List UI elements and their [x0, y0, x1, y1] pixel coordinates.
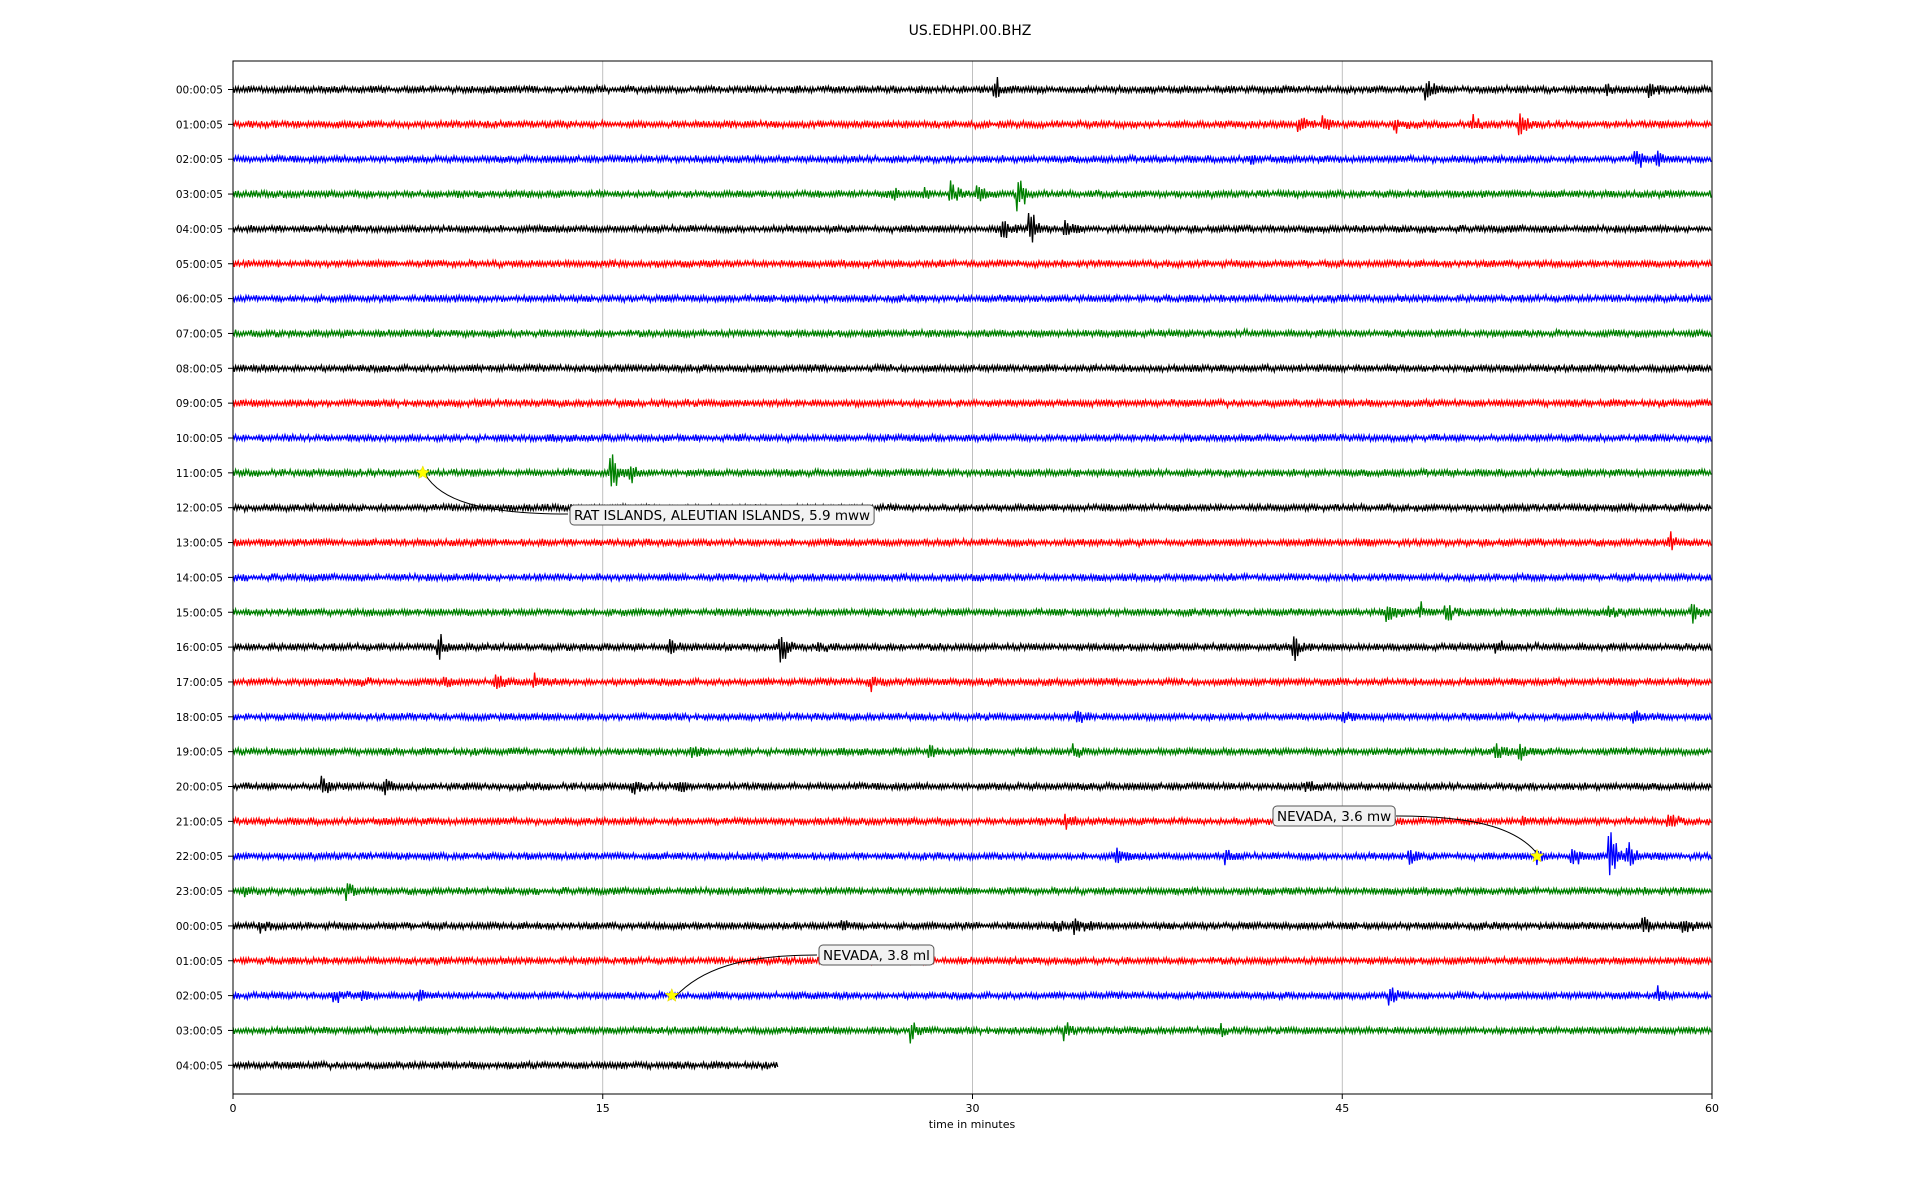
row-label: 09:00:05: [176, 398, 223, 410]
trace-row: [232, 362, 1712, 375]
seismic-traces: [232, 77, 1712, 1072]
row-label: 11:00:05: [176, 468, 223, 480]
trace-row: [232, 883, 1712, 901]
trace-row: [232, 432, 1712, 445]
trace-row: [232, 601, 1712, 624]
event-star-marker: [664, 987, 680, 1002]
annotation-label: RAT ISLANDS, ALEUTIAN ISLANDS, 5.9 mww: [569, 504, 875, 526]
trace-row: [232, 672, 1712, 693]
row-label: 16:00:05: [176, 642, 223, 654]
row-label: 13:00:05: [176, 538, 223, 550]
row-label: 07:00:05: [176, 328, 223, 340]
trace-row: [232, 710, 1712, 724]
trace-row: [232, 212, 1712, 243]
x-tick-label: 30: [966, 1102, 980, 1115]
row-label: 22:00:05: [176, 851, 223, 863]
trace-row: [232, 1059, 779, 1072]
trace-row: [232, 150, 1712, 168]
trace-row: [232, 397, 1712, 410]
row-label: 03:00:05: [176, 189, 223, 201]
trace-row: [232, 954, 1712, 967]
trace-row: [232, 743, 1712, 761]
row-label: 00:00:05: [176, 921, 223, 933]
annotation-box: [1272, 805, 1396, 827]
annotation-text: NEVADA, 3.8 ml: [823, 948, 930, 964]
trace-row: [232, 454, 1712, 487]
trace-row: [232, 571, 1712, 584]
plot-frame: [232, 60, 1713, 1095]
row-label: 20:00:05: [176, 782, 223, 794]
trace-row: [232, 1022, 1712, 1044]
annotation-label: NEVADA, 3.8 ml: [818, 944, 935, 966]
annotation-text: NEVADA, 3.6 mw: [1277, 809, 1391, 825]
x-tick-label: 45: [1335, 1102, 1349, 1115]
trace-row: [232, 292, 1712, 305]
x-tick-label: 60: [1705, 1102, 1719, 1115]
trace-row: [232, 180, 1712, 212]
event-annotations: RAT ISLANDS, ALEUTIAN ISLANDS, 5.9 mww NE…: [415, 465, 1545, 1002]
trace-row: [232, 501, 1712, 515]
row-label: 10:00:05: [176, 433, 223, 445]
annotation-box: [818, 944, 935, 966]
row-label: 02:00:05: [176, 991, 223, 1003]
row-label: 21:00:05: [176, 816, 223, 828]
row-label: 23:00:05: [176, 886, 223, 898]
annotation-connector: [424, 473, 569, 515]
row-label: 00:00:05: [176, 85, 223, 97]
row-label: 19:00:05: [176, 747, 223, 759]
trace-row: [232, 633, 1712, 663]
row-label: 04:00:05: [176, 224, 223, 236]
row-label: 06:00:05: [176, 294, 223, 306]
row-label: 18:00:05: [176, 712, 223, 724]
row-label: 01:00:05: [176, 956, 223, 968]
row-label: 17:00:05: [176, 677, 223, 689]
trace-row: [232, 531, 1712, 551]
trace-row: [232, 813, 1712, 830]
row-label: 04:00:05: [176, 1060, 223, 1072]
row-label: 14:00:05: [176, 572, 223, 584]
row-label: 08:00:05: [176, 363, 223, 375]
x-axis-ticks: 0 15 30 45 60: [230, 1094, 1719, 1115]
trace-row: [232, 257, 1712, 270]
annotation-connector: [1395, 815, 1540, 857]
trace-row: [232, 77, 1712, 101]
row-label: 02:00:05: [176, 154, 223, 166]
annotation-connector: [674, 954, 818, 998]
row-label: 03:00:05: [176, 1025, 223, 1037]
event-star-marker: [415, 465, 431, 480]
trace-row: [232, 832, 1712, 876]
row-label: 05:00:05: [176, 259, 223, 271]
row-label: 15:00:05: [176, 607, 223, 619]
trace-row: [232, 775, 1712, 796]
trace-row: [232, 113, 1712, 136]
x-axis-label: time in minutes: [929, 1118, 1016, 1131]
trace-row: [232, 326, 1712, 340]
row-label: 12:00:05: [176, 503, 223, 515]
annotation-text: RAT ISLANDS, ALEUTIAN ISLANDS, 5.9 mww: [574, 508, 870, 524]
row-label: 01:00:05: [176, 119, 223, 131]
annotation-label: NEVADA, 3.6 mw: [1272, 805, 1396, 827]
x-tick-label: 15: [596, 1102, 610, 1115]
event-star-marker: [1529, 848, 1545, 863]
chart-title: US.EDHPI.00.BHZ: [909, 23, 1032, 39]
trace-row: [232, 985, 1712, 1006]
row-time-labels: 00:00:05 01:00:05 02:00:05 03:00:05 04:00:05…: [176, 85, 233, 1072]
annotation-box: [569, 504, 875, 526]
x-tick-label: 0: [230, 1102, 237, 1115]
trace-row: [232, 916, 1712, 936]
